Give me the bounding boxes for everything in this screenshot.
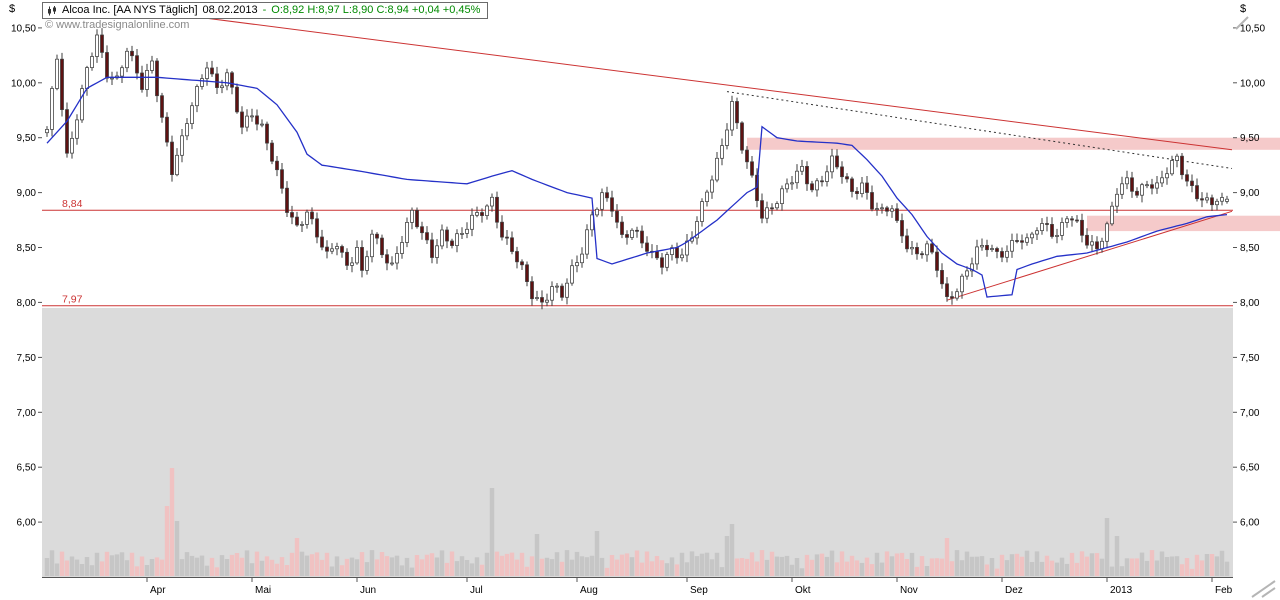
x-tick-label: Jul — [470, 585, 483, 596]
chart-legend: Alcoa Inc. [AA NYS Täglich] 08.02.2013 -… — [42, 2, 489, 19]
y-tick-label-left: 7,50 — [17, 353, 37, 364]
y-tick-label-left: 8,00 — [17, 298, 37, 309]
y-tick-label-left: 9,50 — [17, 133, 37, 144]
y-tick-label-left: 10,00 — [11, 78, 36, 89]
y-tick-label-left: 6,00 — [17, 518, 37, 529]
x-tick-label: Jun — [360, 585, 376, 596]
quote-date: 08.02.2013 — [202, 4, 258, 16]
y-tick-label-right: 9,50 — [1240, 133, 1260, 144]
level-label: 7,97 — [62, 294, 83, 306]
quote-ohlc: O:8,92 H:8,97 L:8,90 C:8,94 +0,04 +0,45% — [271, 4, 481, 16]
y-tick-label-right: 10,00 — [1240, 78, 1265, 89]
y-tick-label-left: 8,50 — [17, 243, 37, 254]
y-tick-label-right: 9,00 — [1240, 188, 1260, 199]
x-tick-label: Nov — [900, 585, 918, 596]
y-tick-label-right: 8,00 — [1240, 298, 1260, 309]
axes: 10,50 10,50 10,00 10,00 9,50 9,50 9,00 9,00 8,50… — [11, 23, 1265, 596]
window-resize-grip — [1251, 580, 1276, 598]
watermark: © www.tradesignalonline.com — [45, 19, 190, 31]
y-tick-label-left: 6,50 — [17, 463, 37, 474]
x-tick-label: Sep — [690, 585, 708, 596]
y-tick-label-left: 9,00 — [17, 188, 37, 199]
lower-panel-bg — [42, 307, 1233, 577]
y-tick-label-right: 10,50 — [1240, 23, 1265, 34]
level-label: 8,84 — [62, 198, 83, 210]
x-tick-label: Aug — [580, 585, 598, 596]
x-tick-label: Dez — [1005, 585, 1023, 596]
y-tick-label-left: 7,00 — [17, 408, 37, 419]
x-tick-label: Okt — [795, 585, 811, 596]
x-tick-label: Apr — [150, 585, 166, 596]
candlestick-icon — [47, 5, 57, 16]
y-axis-unit-left: $ — [9, 3, 16, 15]
x-tick-label: Feb — [1215, 585, 1233, 596]
descending-dotted-line — [726, 91, 1233, 169]
indicator-line — [46, 76, 1228, 298]
y-tick-label-right: 6,00 — [1240, 518, 1260, 529]
pane-resize-grip — [1235, 16, 1249, 30]
x-tick-label: 2013 — [1110, 585, 1133, 596]
volume-bars — [44, 468, 1230, 576]
ascending-support-line — [946, 210, 1233, 301]
quote-separator: - — [262, 4, 267, 16]
y-axis-unit-right: $ — [1240, 3, 1247, 15]
resistance-zone-945 — [747, 137, 1280, 150]
y-tick-label-right: 8,50 — [1240, 243, 1260, 254]
support-zone-872 — [1087, 215, 1280, 232]
x-tick-label: Mai — [255, 585, 271, 596]
y-tick-label-right: 7,50 — [1240, 353, 1260, 364]
instrument-title: Alcoa Inc. [AA NYS Täglich] — [62, 4, 198, 16]
candles — [45, 28, 1229, 310]
y-tick-label-left: 10,50 — [11, 23, 36, 34]
y-tick-label-right: 6,50 — [1240, 463, 1260, 474]
y-tick-label-right: 7,00 — [1240, 408, 1260, 419]
long-descending-resistance-line — [161, 12, 1233, 151]
